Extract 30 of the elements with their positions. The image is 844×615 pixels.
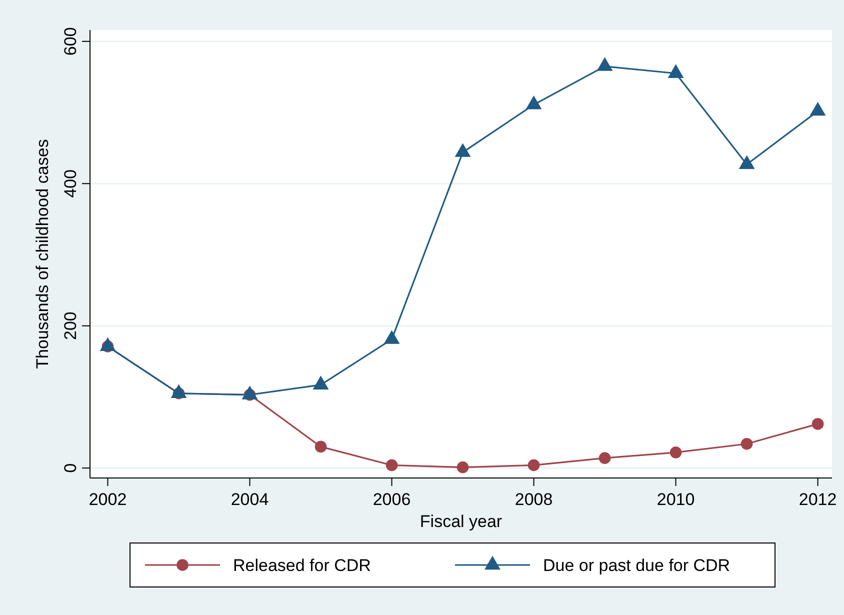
point (596, 57, 613, 71)
point (738, 155, 755, 169)
point (668, 64, 684, 78)
x-tick-label: 2008 (514, 490, 553, 509)
x-tick-label: 2002 (88, 490, 127, 509)
x-tick-label: 2012 (798, 490, 837, 509)
y-axis-title: Thousands of childhood cases (33, 139, 52, 369)
point (384, 330, 400, 344)
point (454, 143, 471, 157)
point (456, 461, 469, 474)
y-tick-label: 600 (61, 27, 80, 56)
point (670, 446, 682, 458)
legend-label: Due or past due for CDR (543, 556, 730, 575)
point (812, 418, 824, 430)
y-tick-label: 400 (61, 169, 80, 198)
point (528, 459, 540, 472)
x-axis-title: Fiscal year (420, 512, 502, 531)
point (810, 102, 826, 116)
x-tick-label: 2006 (372, 490, 411, 509)
y-tick-label: 200 (61, 312, 80, 340)
y-tick-label: 0 (61, 463, 80, 473)
point (598, 452, 611, 464)
x-tick-label: 2010 (656, 490, 695, 509)
legend-label: Released for CDR (233, 556, 371, 575)
point (100, 337, 116, 352)
point (526, 95, 542, 110)
point (314, 440, 327, 453)
point (740, 438, 753, 450)
point (386, 459, 398, 472)
x-tick-label: 2004 (230, 490, 269, 509)
